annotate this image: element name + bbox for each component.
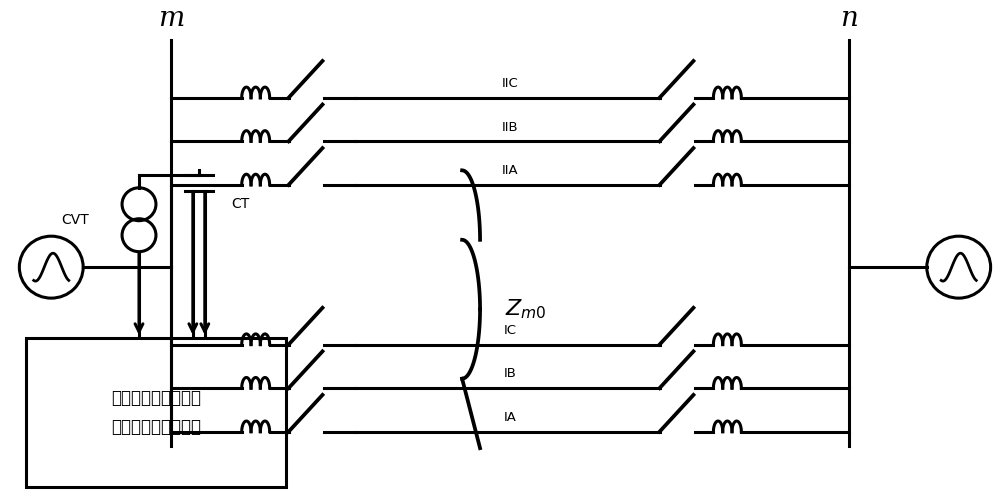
Text: IA: IA (504, 411, 516, 424)
Text: m: m (158, 5, 184, 32)
Text: IC: IC (503, 324, 516, 337)
Text: CT: CT (231, 197, 249, 211)
Text: CVT: CVT (61, 213, 89, 227)
Text: IIB: IIB (502, 121, 518, 133)
Text: IIA: IIA (502, 164, 518, 177)
Text: n: n (840, 5, 858, 32)
Text: IB: IB (504, 368, 516, 380)
Text: $Z_{m0}$: $Z_{m0}$ (505, 297, 547, 320)
Text: 应用本发明方法的输
电线路继电保护装置: 应用本发明方法的输 电线路继电保护装置 (111, 389, 201, 436)
Text: IIC: IIC (502, 77, 518, 90)
FancyBboxPatch shape (26, 338, 286, 487)
